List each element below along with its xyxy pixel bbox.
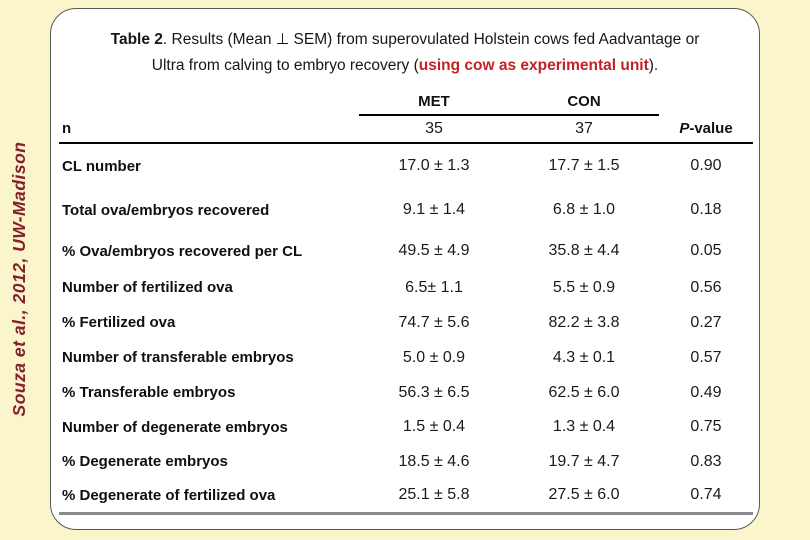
citation-sidebar: Souza et al., 2012, UW-Madison <box>9 141 29 417</box>
column-header-pvalue: P-value <box>659 115 753 144</box>
table-row: % Fertilized ova 74.7 ± 5.6 82.2 ± 3.8 0… <box>59 305 753 340</box>
con-value: 1.3 ± 0.4 <box>552 418 616 435</box>
met-value: 49.5 ± 4.9 <box>398 242 470 259</box>
p-value: 0.75 <box>690 418 722 435</box>
row-label: % Fertilized ova <box>62 314 176 331</box>
met-value: 56.3 ± 6.5 <box>398 383 470 401</box>
pvalue-suffix: -value <box>689 120 733 137</box>
met-value: 5.0 ± 0.9 <box>402 348 466 366</box>
header-spacer <box>59 89 359 115</box>
table-row: % Degenerate embryos 18.5 ± 4.6 19.7 ± 4… <box>59 444 753 479</box>
p-value: 0.05 <box>690 242 722 259</box>
results-table: MET CON n 35 37 P-value CL number 17.0 ±… <box>59 89 753 515</box>
table-row: % Degenerate of fertilized ova 25.1 ± 5.… <box>59 479 753 515</box>
n-con-value: 37 <box>509 115 659 144</box>
n-met-value: 35 <box>359 115 509 144</box>
row-label: Number of transferable embryos <box>62 349 294 366</box>
met-value: 74.7 ± 5.6 <box>398 313 470 331</box>
con-value: 19.7 ± 4.7 <box>548 452 620 470</box>
row-label: Number of fertilized ova <box>62 279 233 296</box>
pvalue-italic-p: P <box>679 120 690 137</box>
con-value: 4.3 ± 0.1 <box>552 348 616 366</box>
met-value: 6.5± 1.1 <box>405 278 463 296</box>
column-header-con: CON <box>509 89 659 116</box>
row-label: % Ova/embryos recovered per CL <box>62 242 303 260</box>
row-label: % Transferable embryos <box>62 384 236 401</box>
p-value: 0.56 <box>690 278 722 296</box>
table-caption-line2-suffix: ). <box>648 57 659 74</box>
table-caption-line1: . Results (Mean ⊥ SEM) from superovulate… <box>162 31 700 48</box>
p-value: 0.18 <box>690 201 722 218</box>
table-card: Table 2. Results (Mean ⊥ SEM) from super… <box>50 8 760 530</box>
con-value: 27.5 ± 6.0 <box>509 479 659 515</box>
table-row: Total ova/embryos recovered 9.1 ± 1.4 6.… <box>59 188 753 232</box>
table-header-row: MET CON <box>59 89 753 116</box>
row-label: CL number <box>62 157 141 175</box>
header-spacer <box>659 89 753 115</box>
con-value: 17.7 ± 1.5 <box>548 157 620 174</box>
con-value: 35.8 ± 4.4 <box>548 242 620 259</box>
table-row: Number of degenerate embryos 1.5 ± 0.4 1… <box>59 410 753 444</box>
met-value: 18.5 ± 4.6 <box>398 452 470 470</box>
row-label-n: n <box>59 115 359 144</box>
table-caption-highlight: using cow as experimental unit <box>418 57 649 74</box>
met-value: 9.1 ± 1.4 <box>402 201 466 218</box>
con-value: 5.5 ± 0.9 <box>552 278 616 296</box>
table-caption: Table 2. Results (Mean ⊥ SEM) from super… <box>75 27 735 79</box>
row-label: Number of degenerate embryos <box>62 418 288 436</box>
table-row: % Transferable embryos 56.3 ± 6.5 62.5 ±… <box>59 375 753 410</box>
p-value: 0.90 <box>690 157 722 174</box>
p-value: 0.74 <box>659 479 753 515</box>
p-value: 0.49 <box>690 383 722 401</box>
con-value: 82.2 ± 3.8 <box>548 313 620 331</box>
met-value: 17.0 ± 1.3 <box>398 157 470 174</box>
row-label: % Degenerate embryos <box>62 453 228 470</box>
con-value: 6.8 ± 1.0 <box>552 201 616 218</box>
p-value: 0.57 <box>690 348 722 366</box>
column-header-met: MET <box>359 89 509 116</box>
table-caption-number: Table 2 <box>110 31 163 48</box>
table-row: Number of fertilized ova 6.5± 1.1 5.5 ± … <box>59 270 753 305</box>
row-label: Total ova/embryos recovered <box>62 201 270 219</box>
table-row: % Ova/embryos recovered per CL 49.5 ± 4.… <box>59 232 753 270</box>
con-value: 62.5 ± 6.0 <box>548 383 620 401</box>
table-n-row: n 35 37 P-value <box>59 115 753 144</box>
table-caption-line2-prefix: Ultra from calving to embryo recovery ( <box>151 57 419 74</box>
met-value: 1.5 ± 0.4 <box>402 418 466 435</box>
p-value: 0.83 <box>690 452 722 470</box>
met-value: 25.1 ± 5.8 <box>359 479 509 515</box>
table-row: Number of transferable embryos 5.0 ± 0.9… <box>59 340 753 375</box>
row-label: % Degenerate of fertilized ova <box>59 479 359 515</box>
table-row: CL number 17.0 ± 1.3 17.7 ± 1.5 0.90 <box>59 143 753 188</box>
p-value: 0.27 <box>690 313 722 331</box>
